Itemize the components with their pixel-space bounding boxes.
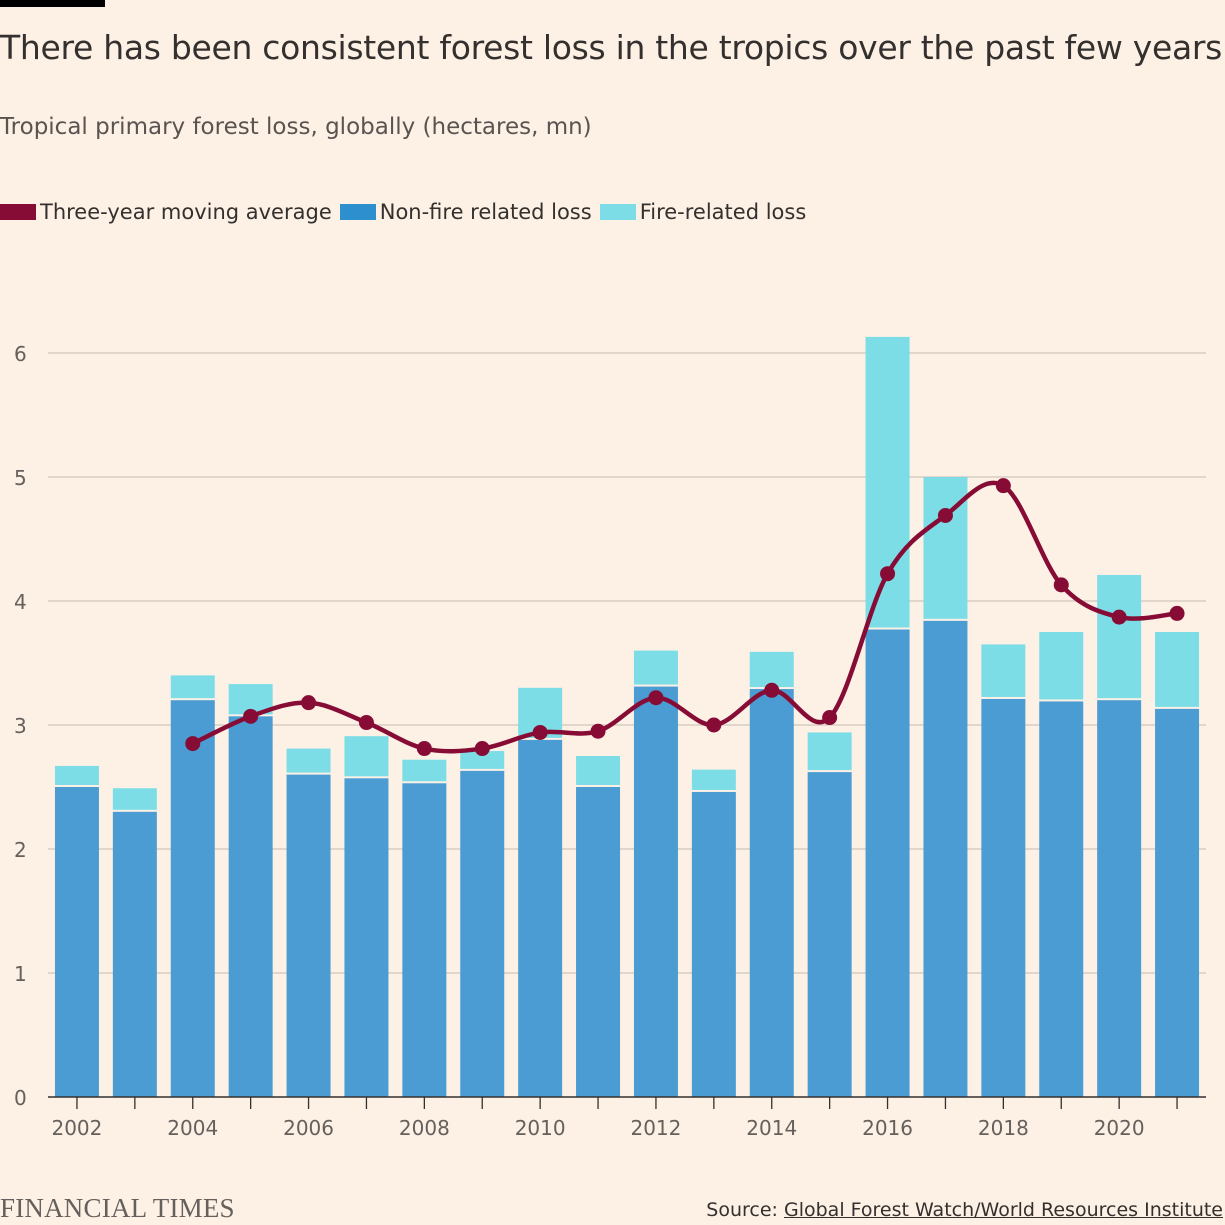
bar-fire (691, 769, 736, 790)
moving-average-point (822, 710, 838, 726)
bar-fire (633, 650, 678, 685)
x-tick-label: 2020 (1094, 1116, 1145, 1140)
y-tick-label: 5 (14, 466, 27, 490)
bar-fire (981, 644, 1026, 697)
x-tick-label: 2008 (399, 1116, 450, 1140)
legend-item-moving-average: Three-year moving average (0, 200, 332, 224)
bar-fire (344, 736, 389, 777)
legend: Three-year moving average Non-fire relat… (0, 200, 814, 224)
bar-fire (807, 732, 852, 771)
bar-fire (170, 675, 215, 699)
moving-average-point (995, 478, 1011, 494)
bar-non-fire (344, 778, 389, 1097)
legend-label-fire: Fire-related loss (639, 200, 807, 224)
bar-non-fire (923, 620, 968, 1097)
legend-item-non-fire: Non-fire related loss (339, 200, 592, 224)
bar-fire (54, 765, 99, 785)
moving-average-point (1111, 609, 1127, 625)
y-tick-label: 6 (14, 342, 27, 366)
chart-title: There has been consistent forest loss in… (0, 28, 1223, 67)
source-note: Source: Global Forest Watch/World Resour… (706, 1199, 1223, 1221)
moving-average-point (532, 724, 548, 740)
bar-fire (865, 336, 910, 628)
bar-non-fire (1097, 700, 1142, 1097)
legend-swatch-moving-average (0, 204, 36, 220)
moving-average-point (416, 741, 432, 757)
bar-non-fire (576, 787, 621, 1097)
bar-non-fire (1039, 701, 1084, 1097)
bar-fire (1097, 574, 1142, 699)
moving-average-point (301, 695, 317, 711)
y-tick-label: 1 (14, 962, 27, 986)
bar-non-fire (170, 700, 215, 1097)
legend-swatch-non-fire (339, 204, 376, 220)
bar-fire (402, 759, 447, 782)
y-tick-label: 0 (14, 1086, 27, 1110)
bar-fire (112, 788, 157, 810)
legend-swatch-fire (599, 204, 636, 220)
bar-fire (460, 751, 505, 769)
bar-non-fire (807, 772, 852, 1097)
bar-non-fire (228, 716, 273, 1097)
y-tick-label: 3 (14, 714, 27, 738)
moving-average-point (880, 566, 896, 582)
bars (54, 336, 1200, 1097)
bar-fire (749, 651, 794, 688)
x-tick-label: 2016 (862, 1116, 913, 1140)
moving-average-line (185, 478, 1185, 757)
moving-average-point (1053, 577, 1069, 593)
bar-non-fire (518, 739, 563, 1097)
legend-label-moving-average: Three-year moving average (40, 200, 332, 224)
x-tick-label: 2004 (167, 1116, 218, 1140)
bar-fire (1155, 632, 1200, 707)
legend-item-fire: Fire-related loss (599, 200, 807, 224)
bar-fire (1039, 632, 1084, 700)
moving-average-point (648, 690, 664, 706)
bar-non-fire (865, 629, 910, 1097)
bar-non-fire (402, 783, 447, 1097)
y-tick-label: 2 (14, 838, 27, 862)
x-tick-label: 2014 (746, 1116, 797, 1140)
moving-average-point (1169, 605, 1185, 621)
bar-non-fire (54, 787, 99, 1097)
moving-average-point (590, 723, 606, 739)
source-prefix: Source: (706, 1199, 784, 1221)
bar-fire (286, 748, 331, 773)
moving-average-point (243, 708, 259, 724)
top-accent-bar (0, 0, 105, 7)
bar-non-fire (1155, 708, 1200, 1097)
bar-non-fire (112, 811, 157, 1097)
bar-non-fire (460, 770, 505, 1097)
moving-average-point (706, 717, 722, 733)
x-tick-label: 2012 (630, 1116, 681, 1140)
x-tick-label: 2010 (515, 1116, 566, 1140)
source-link[interactable]: Global Forest Watch/World Resources Inst… (783, 1199, 1223, 1221)
x-tick-label: 2002 (51, 1116, 102, 1140)
moving-average-point (185, 736, 201, 752)
y-tick-label: 4 (14, 590, 27, 614)
bar-non-fire (691, 791, 736, 1097)
moving-average-path (191, 480, 1178, 754)
bar-non-fire (286, 774, 331, 1097)
bar-fire (923, 477, 968, 619)
bar-non-fire (749, 689, 794, 1097)
legend-label-non-fire: Non-fire related loss (379, 200, 592, 224)
axes: 0 1 2 3 4 5 6 2002 2004 2006 2008 2010 2012 2014 2016 2… (14, 342, 1206, 1140)
moving-average-point (358, 715, 374, 731)
moving-average-point (474, 741, 490, 757)
chart-subtitle: Tropical primary forest loss, globally (… (0, 114, 592, 140)
ft-logo: FINANCIAL TIMES (0, 1193, 235, 1223)
bar-non-fire (633, 686, 678, 1097)
bar-fire (576, 756, 621, 785)
moving-average-point (764, 682, 780, 698)
bar-non-fire (981, 698, 1026, 1097)
x-tick-label: 2018 (978, 1116, 1029, 1140)
moving-average-point (937, 507, 953, 523)
gridlines (48, 352, 1206, 974)
x-tick-label: 2006 (283, 1116, 334, 1140)
